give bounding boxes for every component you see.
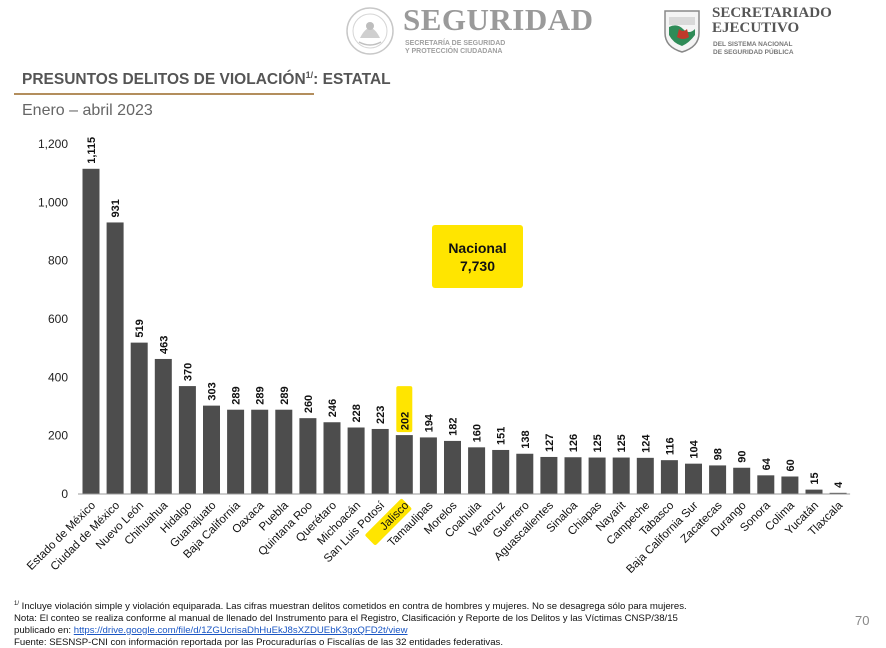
bar-value-label: 289: [231, 386, 243, 404]
bar: [733, 467, 751, 494]
source-link[interactable]: https://drive.google.com/file/d/1ZGUcris…: [73, 624, 408, 636]
category-highlight: [365, 499, 412, 545]
header: SEGURIDAD SECRETARÍA DE SEGURIDAD Y PROT…: [0, 0, 886, 60]
y-tick-label: 600: [48, 312, 68, 326]
title-divider: [14, 93, 314, 95]
bar: [660, 460, 678, 494]
bar-value-label: 104: [689, 439, 701, 458]
bar-value-label: 124: [640, 434, 652, 453]
bar: [781, 476, 799, 494]
bar-value-label: 289: [255, 386, 267, 404]
bar: [419, 437, 437, 494]
bar-value-label: 90: [737, 451, 749, 463]
page-number: 70: [855, 613, 870, 628]
bar-value-label: 289: [279, 386, 291, 404]
nacional-label: Nacional: [448, 239, 507, 256]
bar: [468, 447, 486, 494]
bar: [757, 475, 775, 494]
sesnsp-title: SECRETARIADO EJECUTIVO: [712, 5, 832, 36]
bar: [82, 168, 100, 494]
bar-value-label: 125: [592, 434, 604, 452]
bar-value-label: 1,115: [86, 137, 98, 164]
bar: [299, 418, 317, 494]
bar-value-label: 223: [375, 406, 387, 424]
bar: [323, 422, 341, 494]
bar: [829, 492, 847, 494]
y-tick-label: 1,200: [38, 137, 68, 151]
bar: [612, 457, 630, 494]
brand-title: SEGURIDAD: [403, 2, 594, 37]
y-tick-label: 0: [61, 487, 68, 501]
bar: [251, 409, 269, 494]
bar: [564, 457, 582, 494]
bar-value-label: 126: [568, 434, 580, 452]
y-tick-label: 800: [48, 254, 68, 268]
bar-value-label: 463: [158, 336, 170, 354]
bar: [636, 457, 654, 494]
sesnsp-subtitle: DEL SISTEMA NACIONAL DE SEGURIDAD PÚBLIC…: [713, 41, 794, 56]
title-footnote-marker: 1/: [305, 70, 314, 80]
nacional-total-callout: Nacional 7,730: [432, 225, 523, 288]
footnote-source: Fuente: SESNSP-CNI con información repor…: [14, 636, 503, 648]
bar-value-label: 228: [351, 404, 363, 422]
bar-value-label: 4: [833, 481, 845, 488]
bar-value-label: 260: [303, 395, 315, 413]
bar: [709, 465, 727, 494]
bar: [588, 457, 606, 494]
bar-value-label: 125: [616, 434, 628, 452]
page-subtitle: Enero – abril 2023: [22, 102, 153, 119]
bar-value-label: 127: [544, 434, 556, 452]
bar-value-label: 15: [809, 472, 821, 484]
bar-value-label: 931: [110, 199, 122, 217]
bar-value-label: 60: [785, 459, 797, 471]
bar-value-label: 182: [448, 418, 460, 436]
y-tick-label: 200: [48, 429, 68, 443]
value-highlight: [396, 386, 413, 433]
bar-value-label: 202: [399, 412, 411, 430]
footnote-note: Nota: El conteo se realiza conforme al m…: [14, 612, 678, 624]
bar: [371, 428, 389, 494]
bar-value-label: 370: [182, 363, 194, 381]
bar: [106, 222, 124, 494]
sesnsp-shield-icon: [664, 10, 700, 53]
bar-value-label: 151: [496, 427, 508, 445]
bar: [227, 409, 245, 494]
footnote-published: publicado en: https://drive.google.com/f…: [14, 624, 408, 636]
footnote-1: 1/ Incluye violación simple y violación …: [14, 601, 687, 613]
bar: [178, 386, 196, 494]
bar: [203, 405, 220, 494]
bar: [154, 358, 172, 494]
bar: [492, 449, 510, 494]
bar-value-label: 138: [520, 430, 532, 448]
bar-value-label: 303: [207, 382, 219, 400]
footnotes: 1/ Incluye violación simple y violación …: [14, 599, 834, 648]
bar-value-label: 246: [327, 399, 339, 417]
bar-value-label: 194: [423, 413, 435, 432]
y-tick-label: 1,000: [38, 195, 68, 209]
bar: [444, 440, 461, 494]
y-tick-label: 400: [48, 370, 68, 384]
bar: [540, 456, 558, 494]
bar: [130, 342, 148, 494]
bar: [516, 453, 534, 494]
brand-subtitle: SECRETARÍA DE SEGURIDAD Y PROTECCIÓN CIU…: [405, 40, 506, 55]
bar-value-label: 64: [761, 457, 773, 470]
bar-value-label: 116: [664, 437, 676, 455]
mexico-seal-icon: [346, 7, 394, 55]
bar: [685, 463, 702, 494]
bar-value-label: 160: [472, 424, 484, 442]
nacional-value: 7,730: [459, 257, 496, 274]
page-title: PRESUNTOS DELITOS DE VIOLACIÓN1/: ESTATA…: [22, 70, 391, 89]
bar: [347, 427, 365, 494]
bar-value-label: 98: [713, 448, 725, 460]
bar: [395, 435, 413, 494]
bar-value-label: 519: [134, 319, 146, 337]
bar: [805, 489, 823, 494]
bar: [275, 409, 293, 494]
